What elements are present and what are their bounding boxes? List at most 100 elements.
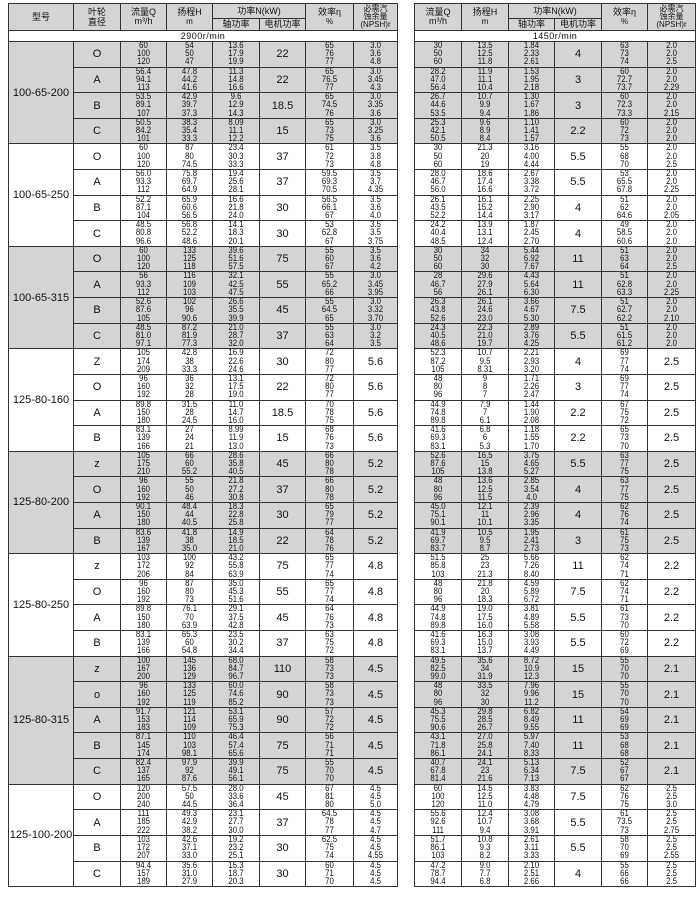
cell-value: 46 <box>185 491 194 503</box>
flow: 50.5 84.2 101 <box>120 117 167 145</box>
cell-value: 87.1 <box>135 201 152 213</box>
cell-value: 2.5 <box>666 158 677 170</box>
cell-value: 2.0 <box>666 48 677 60</box>
cell-value: 73.5 <box>616 816 633 828</box>
cell-value: 12.9 <box>228 99 244 111</box>
cell-value: 5.58 <box>523 619 540 631</box>
cell-value: 5.3 <box>479 440 491 452</box>
cell-value: 35.0 <box>228 579 244 589</box>
cell-value: 112 <box>137 286 150 298</box>
cell-value: 2.0 <box>666 99 677 111</box>
cell-value: 2.21 <box>523 348 540 359</box>
cell-value: 6.34 <box>523 765 540 777</box>
cell-value: 76 <box>620 509 629 521</box>
flow: 60 100 120 <box>414 783 462 811</box>
flow: 26.1 43.5 52.2 <box>414 194 462 222</box>
npsh: 2.0 2.0 2.5 <box>647 41 696 68</box>
cell-value: 2.5 <box>666 875 677 887</box>
cell-value: 2.70 <box>523 235 540 247</box>
cell-value: 62 <box>620 784 629 794</box>
impeller-diameter: A <box>73 399 121 427</box>
cell-value: 7.9 <box>479 400 491 410</box>
cell-value: 63 <box>620 41 629 51</box>
motor-power: 4 <box>554 220 602 247</box>
motor-power: 30 <box>259 860 306 888</box>
cell-value: 70 <box>325 400 334 410</box>
efficiency: 69 77 74 <box>601 348 648 375</box>
head: 10.7 9.9 9.4 <box>461 92 509 119</box>
cell-value: 30.0 <box>228 824 244 836</box>
cell-value: 105 <box>431 466 445 477</box>
head: 13.6 12.5 11.5 <box>461 476 509 503</box>
efficiency: 57 72 72 <box>305 706 354 734</box>
cell-value: 52.6 <box>430 451 446 461</box>
cell-value: 14.8 <box>228 73 244 85</box>
flow: 44.9 74.8 89.8 <box>414 604 462 632</box>
head: 47.8 44.2 41.6 <box>166 66 213 94</box>
cell-value: 18.3 <box>228 227 244 239</box>
cell-value: 48 <box>433 681 443 692</box>
table-row: 28.0 46.7 56.0 18.6 17.4 16.6 2.67 3.38 3.72 5.5 5… <box>414 169 696 196</box>
cell-value: 42.1 <box>430 125 446 137</box>
cell-value: 14.3 <box>228 107 244 119</box>
flow: 45.3 75.5 90.6 <box>414 706 462 734</box>
cell-value: 69 <box>620 374 629 384</box>
table-row: o 96 160 192 133 125 119 60.0 74.6 85.2 90 58 73 73 4.… <box>9 681 398 708</box>
npsh: 2.5 2.5 3.0 <box>647 783 696 811</box>
cell-value: 77 <box>620 381 629 393</box>
efficiency: 61 75 73 <box>601 527 648 555</box>
npsh: 2.0 2.0 2.5 <box>647 143 696 171</box>
cell-value: 2.85 <box>523 476 540 487</box>
table-row: B 83.1 139 166 65.3 60 54.8 23.5 30.2 34.4 37 63 75 7… <box>9 630 398 657</box>
efficiency: 64 76 73 <box>305 604 354 632</box>
cell-value: 21 <box>185 440 194 452</box>
table-row: 26.1 43.5 52.2 16.1 15.2 14.4 2.25 2.90 3.17 4 51 6… <box>414 194 696 222</box>
impeller-diameter: A <box>73 501 121 529</box>
npsh: 3.0 3.45 3.95 <box>353 271 398 299</box>
cell-value: 2.93 <box>523 355 540 367</box>
cell-value: 2.25 <box>663 286 680 298</box>
motor-power: 45 <box>259 783 306 811</box>
efficiency: 53 62.8 67 <box>305 220 354 247</box>
cell-value: 50 <box>185 483 194 495</box>
flow: 83.6 139 167 <box>120 527 167 555</box>
head: 14.5 12.5 11.0 <box>461 783 509 811</box>
cell-value: 2.0 <box>666 201 677 213</box>
cell-value: 72.7 <box>616 73 633 85</box>
cell-value: 2.0 <box>666 253 677 265</box>
npsh: 2.0 2.0 2.10 <box>647 297 696 324</box>
cell-value: 76 <box>325 611 334 623</box>
shaft-power: 3.16 4.00 4.44 <box>508 143 555 171</box>
flow: 91.7 153 183 <box>120 706 167 734</box>
cell-value: 2.89 <box>523 323 540 333</box>
cell-value: 67 <box>325 784 334 794</box>
shaft-power: 1.10 1.41 1.57 <box>508 117 555 145</box>
npsh: 2.2 <box>647 604 696 632</box>
cell-value: 70 <box>620 158 629 170</box>
cell-value: 3.5 <box>370 169 381 180</box>
impeller-diameter: A <box>73 809 121 836</box>
cell-value: 30 <box>433 246 443 256</box>
flow: 41.6 69.3 83.1 <box>414 425 462 452</box>
shaft-power: 28.6 35.8 40.5 <box>212 450 260 478</box>
cell-value: 73 <box>325 440 334 452</box>
cell-value: 34 <box>480 662 490 674</box>
cell-value: 55.8 <box>228 560 244 572</box>
cell-value: 62 <box>620 579 629 589</box>
cell-value: 3.6 <box>370 201 381 213</box>
cell-value: 7 <box>482 389 488 401</box>
efficiency: 63 77 75 <box>601 476 648 503</box>
cell-value: 33.6 <box>228 790 244 802</box>
cell-value: 100 <box>136 150 150 162</box>
cell-value: 18.5 <box>228 534 244 546</box>
cell-value: 80 <box>185 150 194 162</box>
npsh: 2.2 <box>647 630 696 657</box>
cell-value: 25.6 <box>228 176 244 188</box>
table-row: 40.7 67.8 81.4 24.1 23 21.6 5.13 6.34 7.13 7.5 52 6… <box>414 758 696 785</box>
cell-value: 40.7 <box>430 758 446 769</box>
cell-value: 48.5 <box>135 220 152 231</box>
cell-value: 6.8 <box>479 875 491 887</box>
cell-value: 58 <box>325 656 334 666</box>
cell-value: 56 <box>325 732 334 743</box>
cell-value: 3.38 <box>523 176 540 188</box>
